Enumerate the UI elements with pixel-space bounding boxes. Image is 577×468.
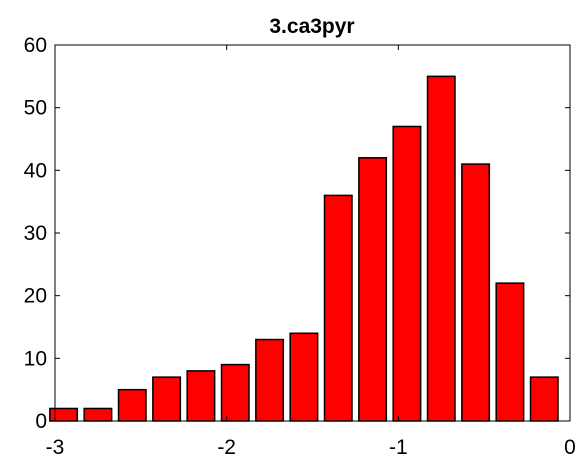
histogram-bar <box>117 388 147 422</box>
histogram-bar <box>289 332 319 422</box>
histogram-bar <box>358 157 388 422</box>
x-tick-label: -2 <box>217 436 236 459</box>
histogram-bar <box>392 125 422 422</box>
bars-group <box>49 75 559 422</box>
histogram-bar <box>323 194 353 422</box>
histogram-bar <box>220 363 250 422</box>
histogram-bar <box>83 407 113 422</box>
y-tick-label: 30 <box>24 222 47 245</box>
histogram-bar <box>152 376 182 422</box>
histogram-bar <box>495 282 525 422</box>
x-tick-label: 0 <box>564 436 576 459</box>
y-tick-label: 10 <box>24 347 47 370</box>
histogram-bar <box>426 75 456 422</box>
x-tick-label: -3 <box>46 436 65 459</box>
histogram-bar <box>49 407 79 422</box>
axes-group: -3 -2 -1 0 0 10 20 30 40 50 60 <box>24 34 576 459</box>
histogram-bar <box>461 163 491 422</box>
y-tick-label: 20 <box>24 285 47 308</box>
histogram-bar <box>255 338 285 422</box>
y-tick-label: 60 <box>24 34 47 57</box>
y-tick-label: 40 <box>24 159 47 182</box>
y-tick-label: 50 <box>24 97 47 120</box>
histogram-bar <box>529 376 559 422</box>
y-tick-label: 0 <box>35 410 47 433</box>
x-tick-label: -1 <box>389 436 408 459</box>
histogram-bar <box>186 370 216 422</box>
chart-title: 3.ca3pyr <box>269 15 354 38</box>
